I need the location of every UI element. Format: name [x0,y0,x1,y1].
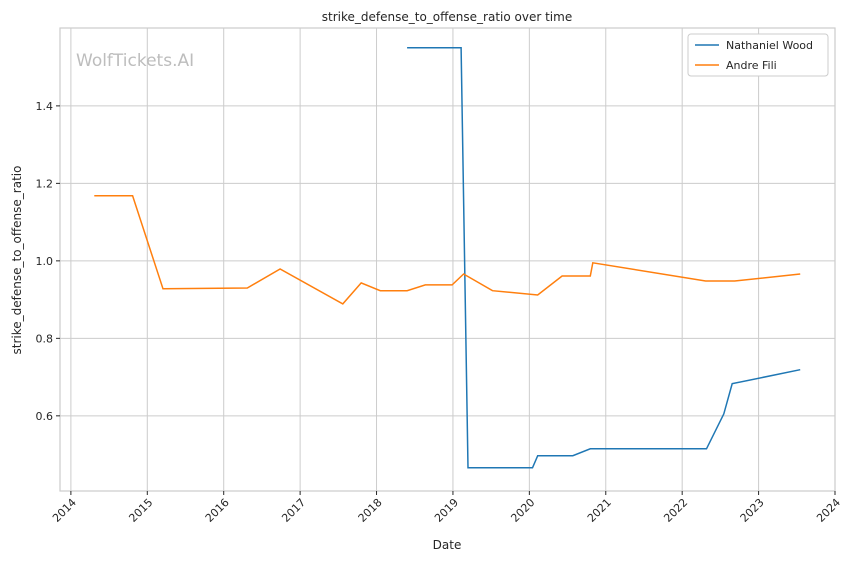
x-axis-label: Date [433,538,462,552]
x-tick-label: 2014 [50,496,79,525]
legend: Nathaniel Wood Andre Fili [687,33,829,77]
x-ticks: 2014 2015 2016 2017 2018 2019 2020 2021 2022 2023… [50,491,843,525]
y-ticks: 0.6 0.8 1.0 1.2 1.4 [36,100,60,423]
legend-label-nathaniel-wood: Nathaniel Wood [726,39,813,52]
x-tick-label: 2023 [738,496,767,525]
plot-frame [59,27,836,492]
x-tick-label: 2022 [661,496,690,525]
x-tick-label: 2024 [814,496,843,525]
y-tick-label: 0.6 [36,410,54,423]
y-tick-label: 1.0 [36,255,54,268]
x-tick-label: 2016 [203,496,232,525]
x-tick-label: 2021 [585,496,614,525]
series-line-andre-fili [94,195,801,305]
x-tick-label: 2018 [356,496,385,525]
y-axis-label: strike_defense_to_offense_ratio [10,166,24,355]
watermark: WolfTickets.AI [76,51,194,71]
x-tick-label: 2015 [126,496,155,525]
x-tick-label: 2019 [432,496,461,525]
series-lines [94,47,801,469]
series-line-nathaniel-wood [407,47,801,469]
y-tick-label: 0.8 [36,332,54,345]
chart-title: strike_defense_to_offense_ratio over tim… [322,10,572,24]
legend-label-andre-fili: Andre Fili [726,59,777,72]
grid [60,28,836,491]
y-tick-label: 1.2 [36,177,54,190]
x-tick-label: 2017 [279,496,308,525]
y-tick-label: 1.4 [36,100,54,113]
x-tick-label: 2020 [508,496,537,525]
